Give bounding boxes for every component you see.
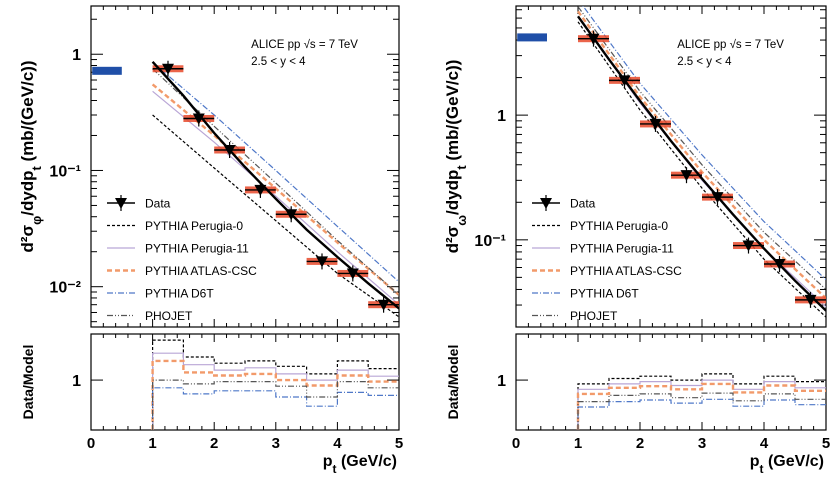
label-subscript: t xyxy=(333,462,337,476)
legend: Data PYTHIA Perugia-0 PYTHIA Perugia-11 PYT… xyxy=(107,195,257,323)
y-tick-label: 10⁻² xyxy=(49,280,81,297)
label-subscript: ω xyxy=(454,215,469,226)
x-tick-label: 4 xyxy=(760,435,769,452)
annotation-line: 2.5 < y < 4 xyxy=(251,56,306,68)
integrated-yield-marker xyxy=(92,66,122,75)
x-tick-label: 2 xyxy=(636,435,644,452)
annotation-line: ALICE pp √s = 7 TeV xyxy=(677,38,784,51)
main-plot-frame xyxy=(515,5,827,328)
ratio-plot-frame xyxy=(90,333,400,431)
ratio-y-tick-label: 1 xyxy=(497,373,506,390)
ratio-histogram xyxy=(576,382,826,430)
legend-label: PYTHIA ATLAS-CSC xyxy=(145,264,257,278)
x-tick-label: 2 xyxy=(210,435,218,452)
ratio-histogram xyxy=(152,387,399,430)
data-point xyxy=(742,240,755,252)
label-segment: d²σ xyxy=(18,225,37,253)
ratio-histogram xyxy=(577,379,826,430)
data-point xyxy=(162,63,174,75)
label-segment: (GeV/c) xyxy=(337,453,397,470)
legend-label: PYTHIA Perugia-0 xyxy=(145,219,243,233)
data-point xyxy=(649,118,662,130)
y-tick-label: 1 xyxy=(72,47,81,64)
label-segment: (mb/(GeV/c)) xyxy=(18,60,37,166)
annotation-line: 2.5 < y < 4 xyxy=(677,56,732,68)
legend-label: PYTHIA Perugia-11 xyxy=(570,242,674,256)
data-point xyxy=(377,299,390,311)
label-segment: (GeV/c) xyxy=(764,453,824,470)
integrated-yield-marker xyxy=(517,33,547,42)
ratio-histogram xyxy=(151,359,399,430)
x-axis-title: pt (GeV/c) xyxy=(750,453,824,476)
model-curve xyxy=(152,114,399,318)
legend-label: PYTHIA ATLAS-CSC xyxy=(570,264,682,278)
data-point xyxy=(680,170,693,182)
label-subscript: t xyxy=(760,462,764,476)
x-tick-label: 4 xyxy=(333,435,342,452)
legend-label: PYTHIA D6T xyxy=(570,287,639,301)
legend-label: PYTHIA Perugia-0 xyxy=(570,219,668,233)
y-axis-title: d²σφ/dydpt (mb/(GeV/c)) xyxy=(18,60,44,252)
y-axis-title: d²σω/dydpt (mb/(GeV/c)) xyxy=(443,60,469,254)
x-tick-label: 3 xyxy=(272,435,280,452)
data-point xyxy=(316,256,328,268)
ratio-histogram xyxy=(577,398,826,430)
label-segment: d²σ xyxy=(443,225,462,253)
ratio-plot-frame xyxy=(515,333,827,431)
legend-marker xyxy=(115,198,127,209)
annotation-line: ALICE pp √s = 7 TeV xyxy=(251,38,358,51)
legend-label: Data xyxy=(570,197,596,211)
y-tick-label: 10⁻¹ xyxy=(474,233,506,250)
x-tick-label: 5 xyxy=(822,435,830,452)
model-curve xyxy=(577,6,826,290)
label-segment: /dydp xyxy=(443,170,462,215)
x-tick-label: 1 xyxy=(148,435,156,452)
ratio-y-tick-label: 1 xyxy=(72,373,81,390)
label-subscript: φ xyxy=(29,216,44,225)
x-tick-label: 3 xyxy=(698,435,706,452)
label-subscript: t xyxy=(29,165,44,170)
label-segment: p xyxy=(323,453,333,470)
y-tick-label: 10⁻¹ xyxy=(49,163,81,180)
main-plot-frame xyxy=(90,5,400,328)
x-axis-title: pt (GeV/c) xyxy=(323,453,397,476)
ratio-histogram xyxy=(152,339,399,430)
label-segment: (mb/(GeV/c)) xyxy=(443,60,462,166)
label-subscript: t xyxy=(454,165,469,170)
x-tick-label: 0 xyxy=(512,435,520,452)
x-tick-label: 5 xyxy=(395,435,403,452)
ratio-y-axis-title: Data/Model xyxy=(445,345,461,420)
x-tick-label: 0 xyxy=(87,435,95,452)
ratio-y-axis-title: Data/Model xyxy=(20,345,36,420)
legend-label: PHOJET xyxy=(570,309,618,323)
legend-label: PYTHIA D6T xyxy=(145,287,214,301)
fit-curve xyxy=(151,60,399,310)
y-tick-label: 1 xyxy=(497,108,506,125)
ratio-histogram xyxy=(577,392,826,430)
label-segment: p xyxy=(750,453,760,470)
model-curve xyxy=(582,6,826,281)
fit-curve xyxy=(577,15,826,312)
legend: Data PYTHIA Perugia-0 PYTHIA Perugia-11 PYT… xyxy=(532,195,682,323)
label-segment: /dydp xyxy=(18,170,37,215)
legend-label: Data xyxy=(145,197,171,211)
legend-label: PYTHIA Perugia-11 xyxy=(145,242,249,256)
legend-label: PHOJET xyxy=(145,309,193,323)
legend-marker xyxy=(540,198,552,209)
x-tick-label: 1 xyxy=(574,435,582,452)
